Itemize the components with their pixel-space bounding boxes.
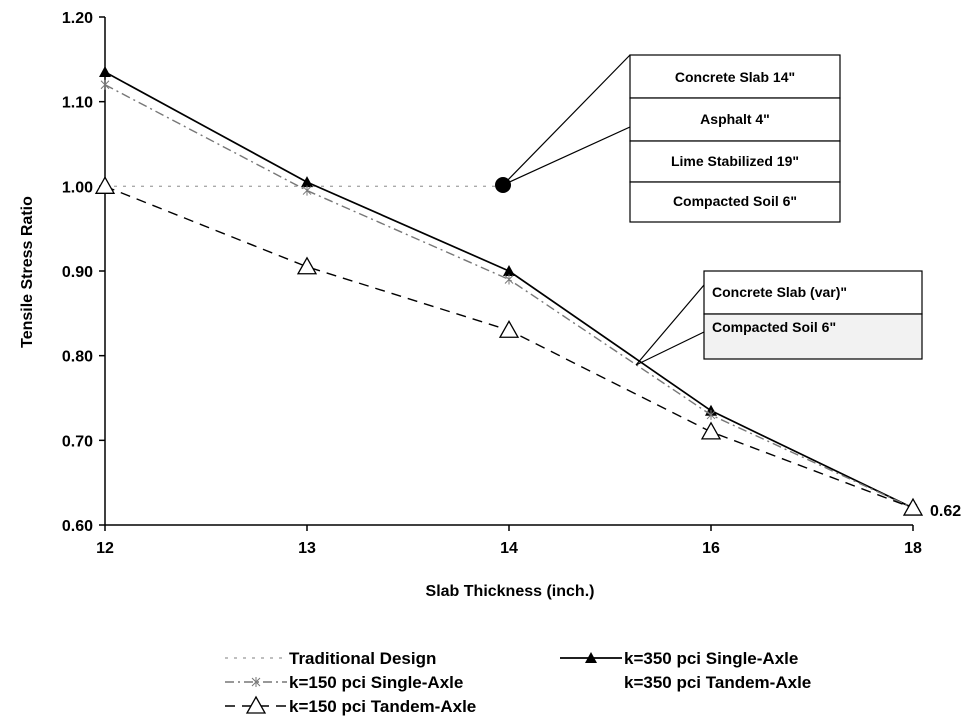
box-lime-stabilized-19-label: Lime Stabilized 19"	[671, 153, 799, 169]
x-tick-label: 13	[298, 540, 316, 557]
x-tick-label: 18	[904, 540, 922, 557]
box-compacted-soil-6-bottom	[703, 313, 923, 360]
box-concrete-slab-var-label: Concrete Slab (var)"	[712, 284, 847, 300]
series-k-150-pci-tandem-axle	[94, 176, 924, 516]
box-asphalt-4-label: Asphalt 4"	[700, 111, 770, 127]
x-tick-label: 16	[702, 540, 720, 557]
y-axis-ticks: 0.60 0.70 0.80 0.90 1.00 1.10 1.20	[62, 10, 105, 535]
callout-line-top-2	[502, 126, 631, 186]
data-point	[94, 176, 116, 194]
data-point	[302, 185, 312, 196]
x-axis-title: Slab Thickness (inch.)	[426, 583, 595, 600]
series-group	[94, 66, 924, 516]
x-tick-label: 12	[96, 540, 114, 557]
y-tick-label: 1.00	[62, 179, 93, 196]
y-tick-label: 0.90	[62, 264, 93, 281]
data-point	[99, 66, 111, 78]
box-compacted-soil-6-bottom-label: Compacted Soil 6"	[712, 319, 836, 335]
data-point	[902, 497, 924, 516]
legend-marker	[245, 695, 267, 714]
series-k-150-pci-single-axle	[100, 79, 918, 514]
end-value-label: 0.62	[930, 503, 961, 520]
y-axis-title: Tensile Stress Ratio	[19, 196, 36, 348]
x-axis-ticks: 12 13 14 16 18	[96, 525, 922, 557]
legend-item-k-350-pci-single-axle: k=350 pci Single-Axle	[560, 649, 798, 668]
legend-item-k-150-pci-tandem-axle: k=150 pci Tandem-Axle	[225, 695, 476, 716]
data-point	[301, 176, 313, 188]
legend-marker	[251, 677, 261, 687]
box-compacted-soil-6-top-label: Compacted Soil 6"	[673, 193, 797, 209]
box-concrete-slab-14-label: Concrete Slab 14"	[675, 69, 795, 85]
data-point	[296, 256, 318, 275]
y-tick-label: 0.80	[62, 349, 93, 366]
callout-line-bottom-1	[635, 284, 705, 366]
data-point	[700, 421, 722, 440]
data-point	[503, 265, 515, 276]
data-point	[498, 319, 520, 338]
layer-annotations: Concrete Slab 14" Asphalt 4" Lime Stabil…	[495, 54, 961, 520]
legend-label: k=350 pci Single-Axle	[624, 649, 798, 668]
legend-label: k=150 pci Tandem-Axle	[289, 697, 476, 716]
y-tick-label: 1.20	[62, 10, 93, 27]
callout-line-top-1	[502, 54, 631, 186]
box-asphalt-4	[629, 97, 841, 142]
legend-item-traditional-design: Traditional Design	[225, 649, 436, 668]
series-line	[104, 84, 914, 509]
y-tick-label: 0.70	[62, 433, 93, 450]
legend-label: k=150 pci Single-Axle	[289, 673, 463, 692]
legend-item-k-350-pci-tandem-axle: k=350 pci Tandem-Axle	[624, 673, 811, 692]
legend-item-k-150-pci-single-axle: k=150 pci Single-Axle	[225, 673, 463, 692]
data-point	[504, 274, 514, 285]
legend-label: k=350 pci Tandem-Axle	[624, 673, 811, 692]
callout-line-bottom-2	[635, 331, 705, 366]
legend-label: Traditional Design	[289, 649, 436, 668]
data-point	[100, 79, 110, 90]
x-tick-label: 14	[500, 540, 518, 557]
box-concrete-slab-var	[703, 270, 923, 315]
legend-marker	[585, 652, 597, 663]
box-lime-stabilized-19	[629, 140, 841, 183]
legend: Traditional Design k=350 pci Single-Axle k…	[225, 649, 811, 716]
data-point	[706, 409, 716, 420]
y-tick-label: 0.60	[62, 518, 93, 535]
y-tick-label: 1.10	[62, 95, 93, 112]
box-concrete-slab-14	[629, 54, 841, 99]
box-compacted-soil-6-top	[629, 181, 841, 223]
